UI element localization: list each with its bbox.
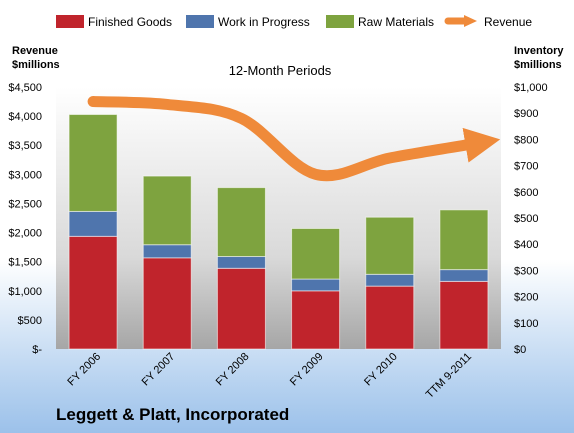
right-tick-label: $900	[514, 108, 538, 120]
legend-label-work-in-progress: Work in Progress	[218, 15, 310, 29]
left-axis-ticks: $- $500 $1,000 $1,500 $2,000 $2,500 $3,000 $3,5…	[8, 82, 42, 356]
left-tick-label: $4,500	[8, 82, 42, 94]
right-tick-label: $100	[514, 318, 538, 330]
right-axis-ticks: $0 $100 $200 $300 $400 $500 $600 $700 $800 $900 $1…	[514, 82, 548, 356]
right-axis-title-line2: $millions	[514, 59, 562, 71]
bar-raw-materials-ttm-9-2011	[439, 209, 489, 271]
left-axis-title-line2: $millions	[12, 59, 60, 71]
left-tick-label: $1,500	[8, 257, 42, 269]
bar-work-in-progress-fy-2009	[291, 278, 341, 292]
left-axis-title-line1: Revenue	[12, 45, 58, 57]
left-tick-label: $1,000	[8, 286, 42, 298]
right-tick-label: $700	[514, 161, 538, 173]
right-tick-label: $400	[514, 239, 538, 251]
bar-work-in-progress-fy-2010	[365, 273, 415, 287]
legend-arrow-revenue	[464, 15, 477, 27]
bar-finished-goods-fy-2008	[216, 267, 266, 350]
right-tick-label: $500	[514, 213, 538, 225]
bar-work-in-progress-fy-2008	[216, 256, 266, 269]
bar-work-in-progress-fy-2007	[142, 244, 192, 259]
legend-label-finished-goods: Finished Goods	[88, 15, 172, 29]
right-tick-label: $1,000	[514, 82, 548, 94]
bar-finished-goods-fy-2007	[142, 257, 192, 350]
right-tick-label: $600	[514, 187, 538, 199]
bar-finished-goods-fy-2009	[291, 290, 341, 350]
bar-finished-goods-fy-2006	[68, 235, 118, 350]
bar-work-in-progress-fy-2006	[68, 210, 118, 237]
bar-work-in-progress-ttm-9-2011	[439, 269, 489, 282]
legend: Finished Goods Work in Progress Raw Mate…	[56, 15, 532, 29]
bar-raw-materials-fy-2008	[216, 187, 266, 258]
bar-raw-materials-fy-2010	[365, 216, 415, 275]
left-tick-label: $4,000	[8, 111, 42, 123]
bar-raw-materials-fy-2007	[142, 175, 192, 246]
bar-finished-goods-ttm-9-2011	[439, 280, 489, 350]
left-tick-label: $3,500	[8, 140, 42, 152]
legend-swatch-raw-materials	[326, 15, 354, 28]
bars-layer	[68, 114, 489, 350]
left-tick-label: $500	[18, 315, 42, 327]
plot-area	[56, 87, 501, 349]
revenue-line	[87, 96, 501, 182]
legend-swatch-work-in-progress	[186, 15, 214, 28]
legend-label-revenue: Revenue	[484, 15, 532, 29]
legend-label-raw-materials: Raw Materials	[358, 15, 434, 29]
left-tick-label: $2,000	[8, 228, 42, 240]
revenue-line-layer	[87, 96, 501, 182]
legend-swatch-finished-goods	[56, 15, 84, 28]
bar-raw-materials-fy-2006	[68, 114, 118, 212]
right-tick-label: $0	[514, 344, 526, 356]
right-axis-title-line1: Inventory	[514, 45, 564, 57]
company-name: Leggett & Platt, Incorporated	[56, 405, 289, 424]
bar-finished-goods-fy-2010	[365, 285, 415, 350]
left-tick-label: $-	[32, 344, 42, 356]
chart-subtitle: 12-Month Periods	[229, 63, 332, 78]
right-tick-label: $800	[514, 134, 538, 146]
left-tick-label: $2,500	[8, 198, 42, 210]
left-tick-label: $3,000	[8, 169, 42, 181]
right-tick-label: $300	[514, 265, 538, 277]
bar-raw-materials-fy-2009	[291, 227, 341, 280]
right-tick-label: $200	[514, 292, 538, 304]
